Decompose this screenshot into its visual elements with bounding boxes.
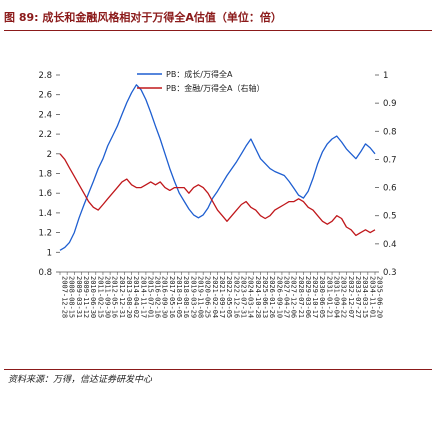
left-tick-label-4: 1.6	[38, 189, 52, 199]
x-tick-label-42: 2034-03-15	[361, 276, 369, 318]
x-tick-label-25: 2023-07-31	[239, 276, 247, 318]
right-tick-label-2: 0.5	[383, 212, 397, 222]
left-tick-label-3: 1.4	[38, 209, 52, 219]
x-tick-label-34: 2029-03-06	[304, 276, 312, 318]
x-tick-label-12: 2015-07-01	[146, 276, 154, 318]
left-axis-ticks: 0.8 1 1.2 1.4 1.6 1.8 2 2.2 2.4 2.6 2.8	[38, 71, 60, 278]
x-tick-label-23: 2022-05-05	[225, 276, 233, 318]
right-tick-label-4: 0.7	[383, 155, 397, 165]
right-tick-label-6: 0.9	[383, 99, 397, 109]
x-tick-label-38: 2031-09-04	[333, 276, 341, 318]
source-divider	[4, 369, 432, 370]
x-tick-label-21: 2021-02-04	[211, 276, 219, 318]
x-tick-label-6: 2011-09-30	[103, 276, 111, 318]
left-tick-label-2: 1.2	[38, 229, 52, 239]
x-tick-label-13: 2016-02-16	[154, 276, 162, 318]
source-note: 资料来源：万得，信达证券研发中心	[8, 375, 153, 385]
x-tick-label-29: 2026-01-26	[268, 276, 276, 318]
x-tick-label-43: 2034-11-01	[368, 276, 376, 318]
right-tick-label-1: 0.4	[383, 240, 397, 250]
right-tick-label-3: 0.6	[383, 184, 397, 194]
x-tick-label-36: 2030-06-05	[318, 276, 326, 318]
x-tick-label-17: 2018-08-16	[182, 276, 190, 318]
chart-title: 图 89: 成长和金融风格相对于万得全A估值（单位：倍）	[4, 11, 282, 24]
series-line-1	[59, 84, 376, 251]
right-tick-label-0: 0.3	[383, 268, 397, 278]
x-tick-label-26: 2024-03-14	[247, 276, 255, 318]
right-tick-label-5: 0.8	[383, 127, 397, 137]
left-tick-label-1: 1	[47, 248, 52, 258]
x-tick-label-32: 2027-12-06	[290, 276, 298, 318]
left-tick-label-10: 2.8	[38, 71, 52, 81]
legend-label-series2: PB：金融/万得全A（右轴）	[166, 83, 264, 93]
left-tick-label-8: 2.4	[38, 110, 52, 120]
left-tick-label-7: 2.2	[38, 130, 52, 140]
x-tick-label-9: 2013-08-20	[125, 276, 133, 318]
left-tick-label-5: 1.8	[38, 170, 52, 180]
x-tick-label-41: 2033-07-27	[354, 276, 362, 318]
series-line-2	[59, 153, 376, 237]
title-divider	[4, 30, 432, 31]
x-tick-label-10: 2014-04-02	[132, 276, 140, 318]
legend-label-series1: PB：成长/万得全A	[166, 69, 233, 79]
x-tick-label-28: 2025-06-13	[261, 276, 269, 318]
x-tick-label-1: 2008-08-15	[68, 276, 76, 318]
x-tick-label-22: 2021-09-17	[218, 276, 226, 318]
x-tick-label-24: 2022-12-16	[232, 276, 240, 318]
x-tick-label-30: 2026-09-10	[275, 276, 283, 318]
left-tick-label-6: 2	[47, 150, 52, 160]
x-tick-label-5: 2011-02-15	[96, 276, 104, 318]
left-tick-label-0: 0.8	[38, 268, 52, 278]
right-tick-label-7: 1	[383, 71, 388, 81]
x-tick-label-31: 2027-04-27	[282, 276, 290, 318]
x-tick-label-19: 2019-11-08	[197, 276, 205, 318]
series-lines	[59, 84, 376, 251]
right-axis-ticks: 0.3 0.4 0.5 0.6 0.7 0.8 0.9 1	[375, 71, 397, 278]
x-tick-label-7: 2012-05-16	[111, 276, 119, 318]
x-tick-label-39: 2032-04-22	[340, 276, 348, 318]
x-tick-label-2: 2009-03-31	[75, 276, 83, 318]
legend: PB：成长/万得全A PB：金融/万得全A（右轴）	[137, 69, 264, 93]
x-tick-label-8: 2012-12-31	[118, 276, 126, 318]
x-tick-label-14: 2016-09-30	[161, 276, 169, 318]
x-tick-label-35: 2029-10-17	[311, 276, 319, 318]
x-tick-label-3: 2009-11-12	[82, 276, 90, 318]
x-tick-label-40: 2032-12-07	[347, 276, 355, 318]
left-tick-label-9: 2.6	[38, 91, 52, 101]
x-tick-label-44: 2035-06-20	[376, 276, 384, 318]
x-tick-label-33: 2028-07-21	[297, 276, 305, 318]
x-axis-ticks: 2007-12-28 2008-08-15 2009-03-31 2009-11-12…	[59, 271, 384, 318]
x-tick-label-27: 2024-10-28	[254, 276, 262, 318]
x-tick-label-15: 2017-05-16	[168, 276, 176, 318]
x-tick-label-0: 2007-12-28	[61, 276, 69, 318]
x-tick-label-16: 2018-01-05	[175, 276, 183, 318]
x-tick-label-18: 2019-03-29	[189, 276, 197, 318]
x-tick-label-20: 2020-06-25	[204, 276, 212, 318]
x-tick-label-4: 2010-06-30	[89, 276, 97, 318]
x-tick-label-11: 2014-11-17	[139, 276, 147, 318]
x-tick-label-37: 2031-01-21	[325, 276, 333, 318]
